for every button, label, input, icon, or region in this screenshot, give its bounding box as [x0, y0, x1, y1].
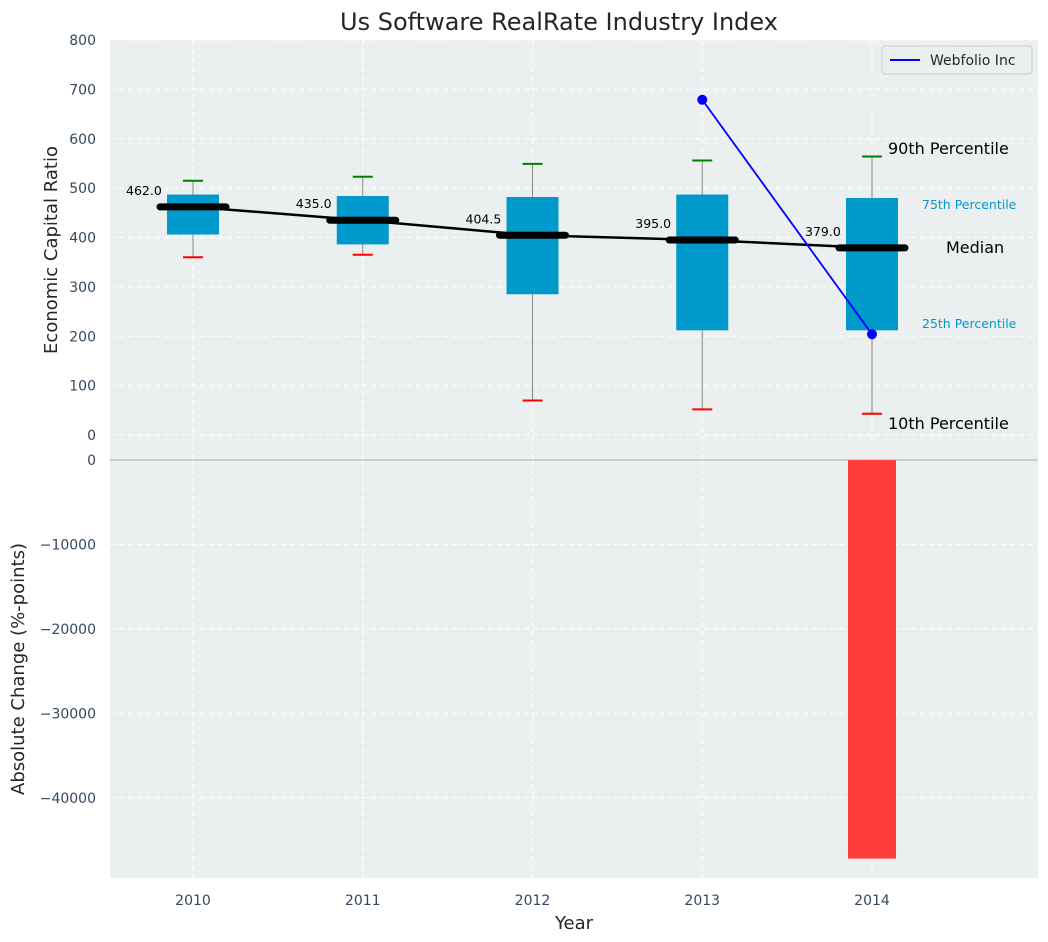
- webfolio-line: [701, 99, 873, 335]
- box-2010: [167, 194, 219, 235]
- top-y-tick-labels: 0 100 200 300 400 500 600 700 800: [69, 33, 96, 444]
- median-value-labels: 462.0 435.0 404.5 395.0 379.0: [126, 183, 841, 239]
- median-label-2014: 379.0: [805, 224, 841, 239]
- bottom-y-tick-0: 0: [87, 453, 96, 469]
- median-label-2013: 395.0: [635, 216, 671, 231]
- top-y-tick-600: 600: [69, 132, 96, 148]
- bottom-y-tick--10000: −10000: [40, 537, 96, 553]
- median-label-2012: 404.5: [466, 211, 502, 226]
- legend-frame: [881, 45, 1033, 75]
- annotation-10th: 10th Percentile: [888, 414, 1009, 433]
- x-axis-label: Year: [554, 913, 594, 934]
- bar-2014: [848, 460, 896, 859]
- x-tick-2010: 2010: [175, 893, 211, 909]
- top-y-tick-700: 700: [69, 82, 96, 98]
- webfolio-point-2014: [867, 329, 877, 340]
- percentile-annotations: 90th Percentile 75th Percentile Median 2…: [888, 139, 1017, 433]
- top-y-tick-200: 200: [69, 329, 96, 345]
- bottom-y-tick--40000: −40000: [40, 791, 96, 807]
- x-tick-2012: 2012: [515, 893, 551, 909]
- bottom-y-tick--20000: −20000: [40, 622, 96, 638]
- webfolio-series: [697, 94, 877, 340]
- top-y-tick-800: 800: [69, 33, 96, 49]
- median-label-2010: 462.0: [126, 183, 162, 198]
- x-tick-2014: 2014: [854, 893, 890, 909]
- annotation-25th: 25th Percentile: [922, 316, 1017, 331]
- bottom-y-tick-labels: 0 −10000 −20000 −30000 −40000: [40, 453, 96, 807]
- chart-title: Us Software RealRate Industry Index: [340, 8, 778, 36]
- top-y-tick-500: 500: [69, 181, 96, 197]
- annotation-75th: 75th Percentile: [922, 197, 1017, 212]
- median-label-2011: 435.0: [296, 196, 332, 211]
- box-2014: [846, 198, 898, 331]
- legend-label-webfolio: Webfolio Inc: [930, 53, 1016, 69]
- annotation-90th: 90th Percentile: [888, 139, 1009, 158]
- webfolio-point-2013: [697, 94, 708, 105]
- top-y-tick-400: 400: [69, 231, 96, 247]
- bottom-plot-background: [110, 460, 1038, 878]
- top-y-tick-300: 300: [69, 280, 96, 296]
- bottom-y-axis-label: Absolute Change (%-points): [8, 543, 29, 795]
- x-tick-2013: 2013: [684, 893, 720, 909]
- change-bars: [848, 460, 896, 859]
- legend: Webfolio Inc: [881, 45, 1033, 75]
- bottom-panel: 0−10000−20000−30000−40000 2010 2011 2012 20…: [8, 453, 1038, 934]
- top-y-axis-label: Economic Capital Ratio: [41, 146, 62, 354]
- top-y-tick-100: 100: [69, 379, 96, 395]
- median-markers: [156, 203, 909, 252]
- top-panel: 0 100 200 300 400 500 600 700 800 462.0 435.0 404.…: [41, 33, 1038, 460]
- bottom-y-tick--30000: −30000: [40, 706, 96, 722]
- annotation-median: Median: [946, 238, 1004, 257]
- boxes: [167, 194, 898, 331]
- box-2013: [676, 194, 729, 331]
- x-tick-2011: 2011: [345, 893, 381, 909]
- whisker-caps: [183, 155, 882, 415]
- top-y-tick-0: 0: [87, 428, 96, 444]
- x-tick-labels: 2010 2011 2012 2013 2014: [175, 893, 890, 909]
- box-2012: [506, 197, 559, 295]
